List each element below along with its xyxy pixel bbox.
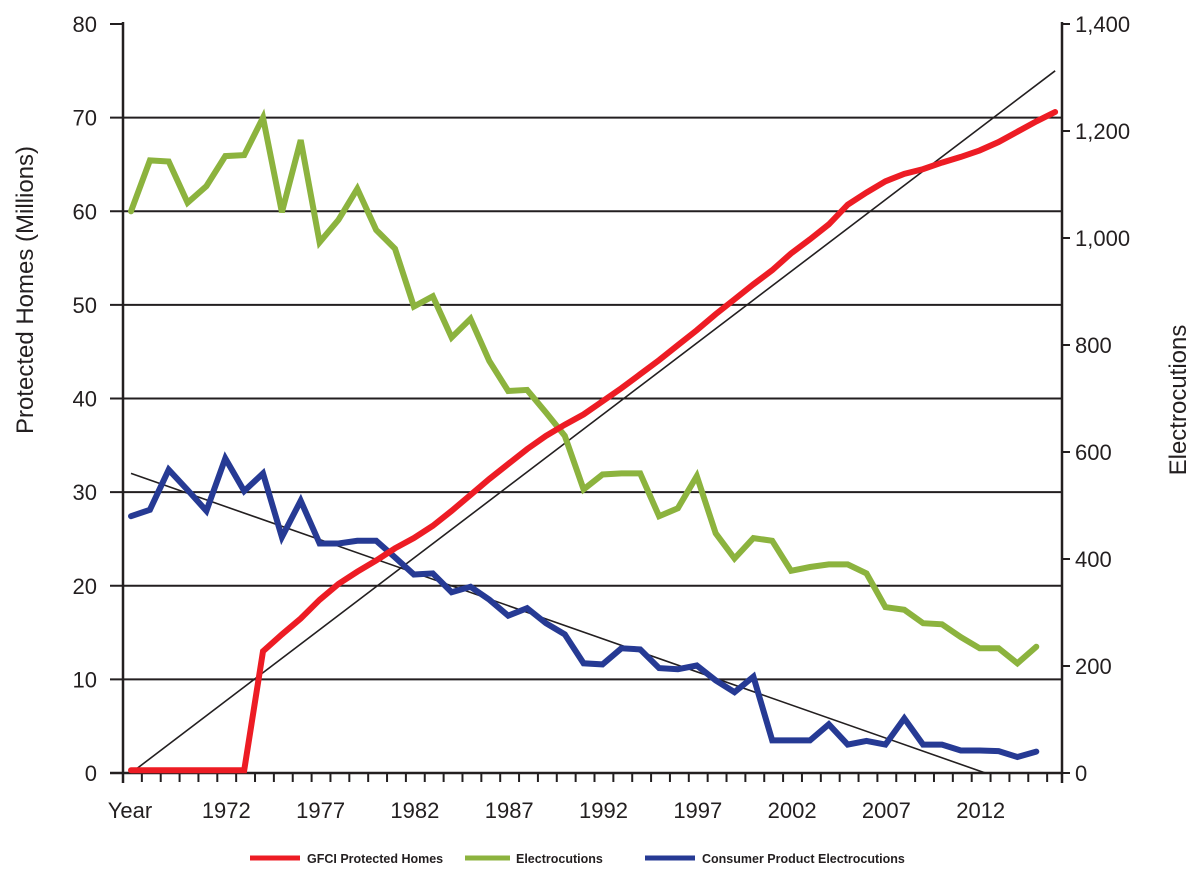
left-axis-title: Protected Homes (Millions): [12, 146, 39, 434]
right-tick-label: 600: [1075, 440, 1112, 465]
series-line-electrocutions: [128, 108, 1040, 668]
x-tick-label: 1987: [485, 798, 534, 823]
left-tick-label: 0: [85, 761, 97, 786]
right-tick-label: 1,000: [1075, 226, 1130, 251]
right-tick-label: 200: [1075, 654, 1112, 679]
legend-label-consumer: Consumer Product Electrocutions: [702, 852, 905, 866]
trendline-1: [130, 472, 986, 774]
legend: GFCI Protected Homes Electrocutions Cons…: [250, 852, 905, 866]
right-tick-label: 1,200: [1075, 119, 1130, 144]
right-tick-label: 0: [1075, 761, 1087, 786]
x-tick-label: 2012: [956, 798, 1005, 823]
right-tick-label: 1,400: [1075, 12, 1130, 37]
x-tick-label: 1972: [202, 798, 251, 823]
left-tick-label: 30: [73, 480, 97, 505]
x-tick-label: 1982: [390, 798, 439, 823]
x-tick-label: 2002: [768, 798, 817, 823]
x-tick-label: 1977: [296, 798, 345, 823]
left-tick-label: 70: [73, 106, 97, 131]
gridlines: [123, 116, 1062, 681]
axes: [110, 22, 1070, 783]
series-line-gfci-protected-homes: [128, 109, 1059, 774]
left-tick-label: 60: [73, 199, 97, 224]
x-tick-label: 1997: [673, 798, 722, 823]
right-tick-label: 800: [1075, 333, 1112, 358]
left-tick-label: 50: [73, 293, 97, 318]
tick-labels: 0102030405060708002004006008001,0001,200…: [73, 12, 1131, 823]
left-tick-label: 40: [73, 387, 97, 412]
trendlines: [130, 70, 1056, 774]
legend-label-gfci: GFCI Protected Homes: [307, 852, 443, 866]
left-tick-label: 20: [73, 574, 97, 599]
trendline-0: [130, 70, 1056, 774]
series-lines: [128, 108, 1059, 774]
left-tick-label: 10: [73, 667, 97, 692]
left-tick-label: 80: [73, 12, 97, 37]
legend-label-electrocutions: Electrocutions: [516, 852, 603, 866]
right-tick-label: 400: [1075, 547, 1112, 572]
x-tick-label: Year: [108, 798, 152, 823]
right-axis-title: Electrocutions: [1165, 325, 1192, 476]
x-tick-label: 1992: [579, 798, 628, 823]
x-tick-label: 2007: [862, 798, 911, 823]
